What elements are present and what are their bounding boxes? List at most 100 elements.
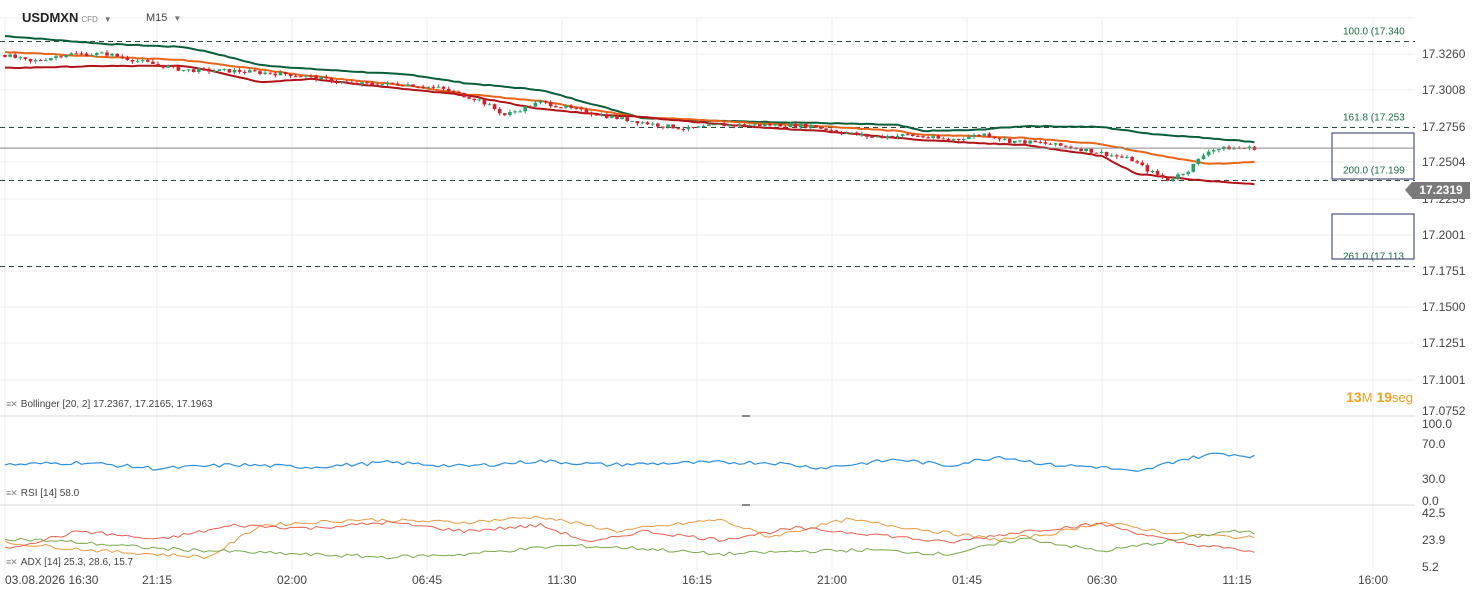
candle-body-183 <box>936 136 941 139</box>
candle-body-224 <box>1145 165 1150 172</box>
candle-body-134 <box>686 127 691 130</box>
candle-body-223 <box>1140 162 1145 166</box>
candle-body-92 <box>472 98 476 101</box>
candle-body-196 <box>1002 138 1007 140</box>
candle-body-234 <box>1196 158 1201 164</box>
candle-body-192 <box>982 133 986 136</box>
candle-body-108 <box>554 106 558 108</box>
candle-body-99 <box>508 112 512 116</box>
candle-body-152 <box>778 124 782 127</box>
time-axis[interactable]: 03.08.2026 16:30 21:15 02:00 06:45 11:30 16:1… <box>5 573 1388 587</box>
timer-seconds: 19 <box>1376 389 1393 405</box>
adx-panel <box>4 515 1255 560</box>
candle-body-235 <box>1201 155 1206 159</box>
candle-body-163 <box>834 130 839 133</box>
candle-body-80 <box>411 84 415 87</box>
candle-body-39 <box>202 68 206 70</box>
candle-body-93 <box>477 99 482 101</box>
candle-body-37 <box>191 69 196 73</box>
candle-body-228 <box>1166 177 1170 181</box>
timer-sec-unit: seg <box>1392 390 1413 405</box>
candle-body-175 <box>895 135 900 138</box>
candle-body-139 <box>712 124 716 126</box>
candle-body-168 <box>860 134 864 136</box>
candle-body-170 <box>870 136 874 138</box>
candle-body-45 <box>232 69 237 73</box>
menu-icon[interactable]: ≡✕ <box>6 399 18 409</box>
candle-body-206 <box>1053 143 1058 145</box>
candle-body-127 <box>650 123 655 125</box>
candle-body-198 <box>1013 140 1017 143</box>
candle-body-244 <box>1247 146 1252 149</box>
time-tick-8: 06:30 <box>1087 573 1117 587</box>
candle-body-69 <box>355 82 359 85</box>
candle-countdown: 13M 19seg <box>1346 389 1413 405</box>
candle-body-143 <box>732 124 737 126</box>
symbol-selector[interactable]: USDMXN CFD ▼ <box>22 10 112 25</box>
candle-body-49 <box>253 70 257 72</box>
timeframe-selector[interactable]: M15 ▼ <box>146 12 181 24</box>
candle-body-182 <box>931 136 935 138</box>
chevron-down-icon: ▼ <box>103 15 112 24</box>
candle-body-222 <box>1135 161 1139 163</box>
candle-body-78 <box>401 85 405 87</box>
candle-body-72 <box>370 82 374 85</box>
price-tick-9: 17.1001 <box>1422 373 1466 387</box>
indicator-bollinger[interactable]: ≡✕ Bollinger [20, 2] 17.2367, 17.2165, 17… <box>6 399 213 410</box>
fib-zone-upper <box>1331 132 1415 180</box>
candle-body-151 <box>773 124 777 126</box>
candle-body-79 <box>406 84 410 86</box>
timer-minutes: 13 <box>1346 389 1362 405</box>
time-tick-3: 06:45 <box>412 573 442 587</box>
indicator-adx[interactable]: ≡✕ ADX [14] 25.3, 28.6, 15.7 <box>6 557 133 568</box>
candle-body-14 <box>74 53 79 55</box>
candle-body-215 <box>1099 151 1104 153</box>
candle-body-179 <box>916 135 920 137</box>
candle-body-100 <box>513 111 517 113</box>
candle-body-89 <box>457 91 461 93</box>
candle-body-136 <box>696 126 701 128</box>
candle-body-202 <box>1033 140 1037 143</box>
candle-body-156 <box>798 123 803 128</box>
candle-body-140 <box>717 123 721 125</box>
price-tick-1: 17.3008 <box>1422 83 1466 97</box>
candle-body-153 <box>783 126 788 128</box>
candle-body-212 <box>1084 148 1088 151</box>
price-tick-10: 17.0752 <box>1422 404 1466 418</box>
indicator-rsi[interactable]: ≡✕ RSI [14] 58.0 <box>6 488 79 499</box>
candle-body-48 <box>248 70 252 73</box>
candle-body-217 <box>1109 155 1114 157</box>
candle-body-144 <box>737 124 742 126</box>
price-axis[interactable]: 17.326017.300817.275617.250417.225317.20… <box>1422 47 1466 574</box>
candle-body-51 <box>263 72 267 74</box>
candle-body-193 <box>987 133 992 138</box>
candle-body-187 <box>956 139 961 141</box>
candle-body-176 <box>900 134 905 136</box>
candle-body-110 <box>564 105 568 108</box>
indicator-bollinger-label: Bollinger [20, 2] 17.2367, 17.2165, 17.1… <box>20 399 213 410</box>
price-tick-0: 17.3260 <box>1422 47 1466 61</box>
candle-body-132 <box>676 128 680 130</box>
candle-body-38 <box>197 68 201 73</box>
candle-body-197 <box>1007 138 1012 143</box>
candle-body-82 <box>421 86 425 88</box>
candle-body-27 <box>140 60 145 62</box>
candle-body-109 <box>559 107 563 109</box>
candle-body-141 <box>722 123 726 127</box>
menu-icon[interactable]: ≡✕ <box>6 557 18 567</box>
candle-body-117 <box>599 114 604 116</box>
menu-icon[interactable]: ≡✕ <box>6 488 18 498</box>
fib-label-3: 261.0 (17.113 <box>1343 252 1404 263</box>
candle-body-88 <box>452 91 456 93</box>
candle-body-157 <box>803 123 808 128</box>
candle-body-191 <box>977 134 981 136</box>
candle-body-9 <box>49 58 53 61</box>
fib-label-0: 100.0 (17.340 <box>1343 27 1405 38</box>
candle-body-75 <box>385 82 390 85</box>
candle-body-19 <box>100 52 104 54</box>
candle-body-190 <box>972 134 976 137</box>
candle-body-76 <box>390 82 395 84</box>
candle-body-74 <box>380 84 385 86</box>
candle-body-8 <box>44 60 48 62</box>
